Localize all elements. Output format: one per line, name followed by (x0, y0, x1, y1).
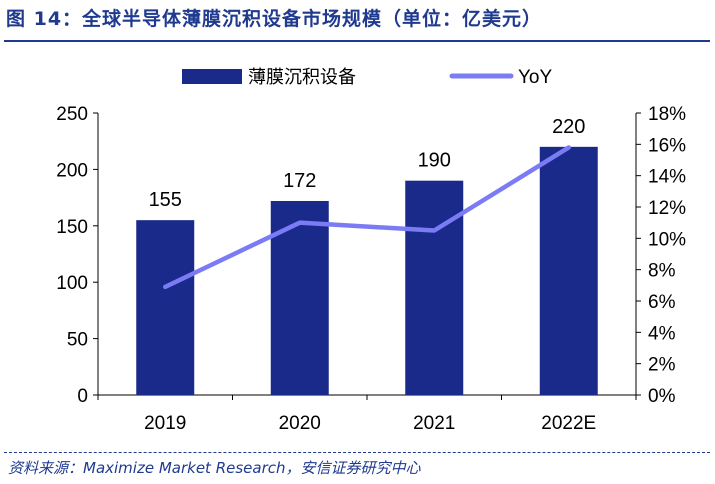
y-left-tick-label: 50 (67, 330, 88, 351)
labels: 155 172 190 220 (149, 116, 586, 211)
legend: 薄膜沉积设备 YoY (182, 67, 552, 88)
bar (136, 220, 195, 395)
chart-title: 图 14：全球半导体薄膜沉积设备市场规模（单位：亿美元） (6, 8, 543, 30)
x-tick-label: 2022E (541, 413, 596, 434)
legend-label-bar: 薄膜沉积设备 (248, 67, 356, 87)
bar (405, 180, 464, 395)
y-right-tick-label: 16% (648, 135, 686, 156)
bar-value-label: 220 (552, 116, 585, 138)
yoy-line (163, 145, 571, 290)
title-divider (4, 40, 710, 42)
x-tick-label: 2019 (144, 413, 186, 434)
x-tick-label: 2021 (413, 413, 455, 434)
y-right-tick-label: 2% (648, 355, 676, 376)
yoy-line-layer (163, 145, 571, 290)
bar-value-label: 190 (418, 150, 451, 172)
y-right-tick-label: 6% (648, 292, 676, 313)
y-right-tick-label: 12% (648, 198, 686, 219)
y-right-tick-label: 18% (648, 104, 686, 125)
y-left-tick-label: 200 (56, 160, 88, 181)
y-right-tick-label: 0% (648, 386, 676, 407)
x-tick-label: 2020 (279, 413, 321, 434)
y-right-tick-label: 8% (648, 261, 676, 282)
y-left-tick-label: 150 (56, 217, 88, 238)
y-left-tick-label: 250 (56, 104, 88, 125)
bar (539, 146, 598, 395)
y-right-tick-label: 4% (648, 323, 676, 344)
bar-value-label: 172 (283, 170, 316, 192)
y-left-tick-label: 0 (77, 386, 88, 407)
bar-value-label: 155 (149, 189, 182, 211)
source-note: 资料来源：Maximize Market Research，安信证券研究中心 (8, 459, 421, 477)
legend-swatch-bar (182, 69, 242, 84)
source-divider (4, 452, 710, 453)
y-right-tick-label: 14% (648, 167, 686, 188)
bars (136, 146, 598, 395)
y-left-tick-label: 100 (56, 273, 88, 294)
legend-label-line: YoY (518, 67, 552, 88)
y-right-tick-label: 10% (648, 229, 686, 250)
